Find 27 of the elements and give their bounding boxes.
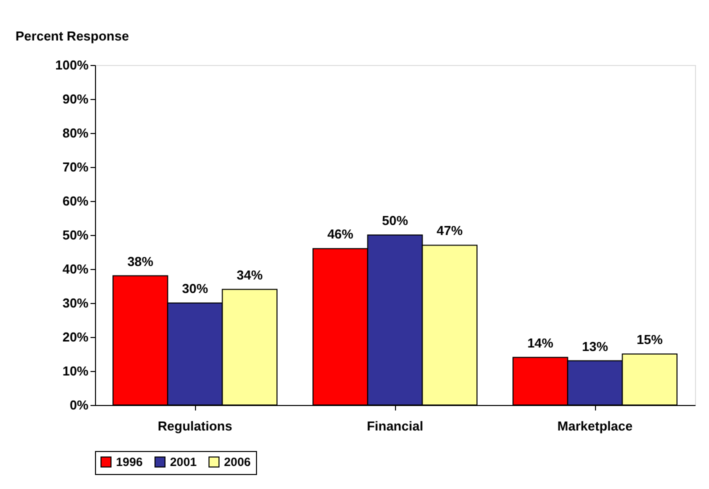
y-tick-label: 0%: [70, 398, 89, 412]
y-tick-label: 30%: [62, 296, 89, 310]
legend-label: 2001: [170, 455, 198, 469]
y-tick-label: 20%: [62, 330, 89, 344]
data-label: 30%: [182, 281, 208, 296]
data-label: 13%: [582, 338, 608, 354]
y-axis-title: Percent Response: [16, 28, 129, 44]
y-tick-label: 10%: [62, 364, 89, 378]
data-label: 50%: [382, 213, 408, 228]
x-tick-label: Regulations: [158, 418, 232, 434]
data-label: 38%: [127, 254, 154, 269]
legend-label: 1996: [116, 455, 144, 469]
data-label: 15%: [636, 332, 664, 347]
data-label: 47%: [436, 223, 464, 238]
y-tick-label: 40%: [62, 262, 89, 276]
y-tick-label: 90%: [62, 92, 89, 106]
y-tick-label: 100%: [55, 58, 89, 72]
data-label: 34%: [236, 267, 264, 282]
y-tick-label: 80%: [62, 126, 89, 140]
y-tick-label: 50%: [62, 228, 89, 242]
legend-label: 2006: [224, 455, 252, 469]
data-label: 46%: [327, 226, 354, 242]
y-tick-label: 70%: [62, 160, 89, 174]
data-label: 14%: [527, 335, 554, 350]
x-tick-label: Marketplace: [557, 418, 633, 434]
y-tick-label: 60%: [62, 194, 89, 208]
x-tick-label: Financial: [366, 418, 424, 434]
